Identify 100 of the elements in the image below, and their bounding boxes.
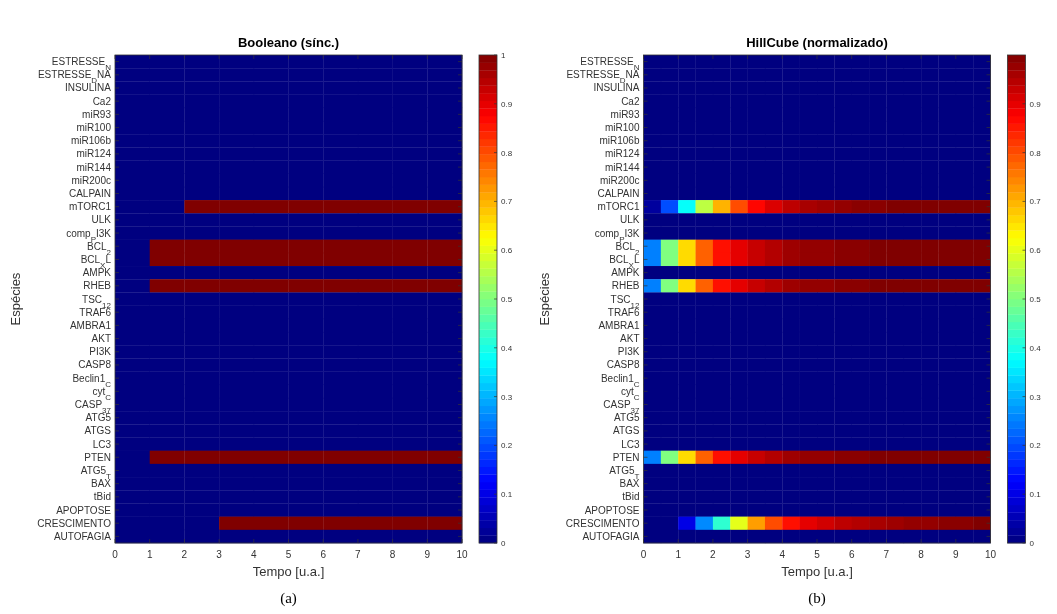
y-axis-title: Espécies [536, 272, 552, 326]
y-tick-label: miR200c [600, 174, 640, 186]
y-tick-label: RHEB [611, 280, 640, 292]
y-tick-label: CRESCIMENTO [37, 517, 112, 529]
y-tick-label: PTEN [612, 451, 640, 463]
y-tick-label: tBid [93, 491, 111, 503]
y-tick-label: miR106b [70, 135, 112, 147]
y-tick-label: Ca2 [92, 95, 112, 107]
color-bar-label: 0.3 [1029, 392, 1042, 402]
y-tick-label: AMPK [611, 267, 640, 279]
y-tick-label: APOPTOSE [584, 504, 640, 516]
color-bar-label: 0.7 [1029, 197, 1042, 207]
y-tick-label: ATGS [613, 425, 640, 437]
y-tick-label: AKT [91, 333, 111, 345]
y-tick-label: TSC$_{12}$ [610, 293, 641, 309]
y-tick-label: PTEN [84, 451, 111, 463]
x-tick-label: 0 [640, 549, 647, 560]
y-tick-label: ATG5 [85, 412, 112, 424]
y-tick-label: AMBRA1 [69, 319, 112, 331]
color-bar-label: 0.9 [1029, 99, 1042, 109]
color-bar-label: 0.6 [501, 246, 513, 256]
y-tick-label: AMBRA1 [598, 319, 640, 331]
color-bar-label: 1 [501, 51, 506, 60]
color-bar-label: 0.9 [501, 99, 513, 109]
text: (b) [808, 590, 826, 607]
y-tick-label: miR124 [605, 148, 640, 160]
y-tick-label: miR200c [71, 174, 111, 186]
y-tick-label: miR100 [605, 122, 640, 134]
y-tick-label: BAX [619, 478, 640, 490]
y-tick-label: INSULINA [593, 82, 640, 94]
color-bar-label: 0.8 [1029, 148, 1042, 158]
y-tick-label: CALPAIN [597, 187, 640, 199]
color-bar-label: 0.2 [1029, 441, 1042, 451]
color-bar-label: 0.4 [501, 343, 513, 353]
color-bar-label: 0.5 [501, 295, 513, 304]
y-tick-label: BAX [90, 478, 112, 490]
y-axis-title: Espécies [8, 272, 23, 326]
x-tick-label: 8 [389, 549, 396, 560]
y-tick-label: ATG5 [614, 412, 640, 424]
y-tick-label: TRAF6 [607, 306, 640, 318]
text: (a) [280, 590, 297, 607]
x-tick-label: 2 [181, 549, 188, 560]
x-tick-label: 6 [848, 549, 855, 560]
y-tick-label: TSC$_{12}$ [82, 293, 112, 309]
x-tick-label: 1 [146, 549, 153, 560]
y-tick-label: PI3K [89, 346, 112, 358]
y-tick-label: AMPK [82, 267, 112, 279]
y-tick-label: ULK [91, 214, 112, 226]
x-tick-label: 2 [710, 549, 717, 560]
x-tick-label: 4 [251, 549, 258, 560]
x-tick-label: 7 [355, 549, 362, 560]
y-tick-label: miR93 [82, 108, 112, 120]
y-tick-label: AUTOFAGIA [582, 530, 640, 542]
x-tick-label: 6 [320, 549, 327, 560]
x-axis-title: Tempo [u.a.] [781, 564, 853, 579]
y-tick-label: INSULINA [64, 82, 112, 94]
y-tick-label: miR106b [599, 135, 640, 147]
y-tick-label: APOPTOSE [56, 504, 112, 516]
y-tick-label: mTORC1 [597, 201, 640, 213]
color-bar-label: 0.1 [501, 490, 513, 500]
x-tick-label: 7 [883, 549, 890, 560]
y-tick-label: AKT [620, 333, 640, 345]
color-bar-label: 0.8 [501, 148, 513, 158]
x-axis-title: Tempo [u.a.] [252, 564, 325, 579]
y-tick-label: TRAF6 [79, 306, 112, 318]
x-tick-label: 4 [779, 549, 786, 560]
y-tick-label: miR100 [76, 122, 112, 134]
color-bar-label: 0.4 [1029, 343, 1042, 353]
x-tick-label: 9 [953, 549, 960, 560]
x-tick-label: 10 [984, 549, 997, 560]
y-tick-label: CASP8 [78, 359, 112, 371]
color-bar-label: 0 [1029, 539, 1035, 548]
x-tick-label: 10 [456, 549, 468, 560]
chart-title: HillCube (normalizado) [746, 35, 888, 50]
color-bar-label: 0 [501, 539, 506, 548]
color-bar-label: 0.5 [1029, 295, 1042, 304]
y-tick-label: CASP8 [606, 359, 640, 371]
y-tick-label: AUTOFAGIA [53, 530, 112, 542]
y-tick-label: Beclin1$_{C}$ [72, 372, 112, 389]
color-bar-label: 0.3 [501, 392, 513, 402]
y-tick-label: mTORC1 [68, 201, 112, 213]
y-tick-label: LC3 [621, 438, 640, 450]
y-tick-label: Beclin1$_{C}$ [600, 372, 640, 389]
y-tick-label: ATGS [84, 425, 112, 437]
y-tick-label: miR124 [76, 148, 112, 160]
y-tick-label: miR144 [605, 161, 640, 173]
y-tick-label: tBid [622, 491, 640, 503]
x-tick-label: 3 [216, 549, 223, 560]
y-tick-label: PI3K [617, 346, 640, 358]
x-tick-label: 3 [744, 549, 751, 560]
y-tick-label: miR144 [76, 161, 112, 173]
y-tick-label: CRESCIMENTO [565, 517, 640, 529]
x-tick-label: 5 [285, 549, 292, 560]
x-tick-label: 9 [424, 549, 431, 560]
color-bar-label: 0.7 [501, 197, 513, 207]
y-tick-label: ULK [620, 214, 640, 226]
y-tick-label: LC3 [92, 438, 112, 450]
color-bar-label: 0.2 [501, 441, 513, 451]
color-bar-label: 0.6 [1029, 246, 1042, 256]
y-tick-label: miR93 [610, 108, 640, 120]
